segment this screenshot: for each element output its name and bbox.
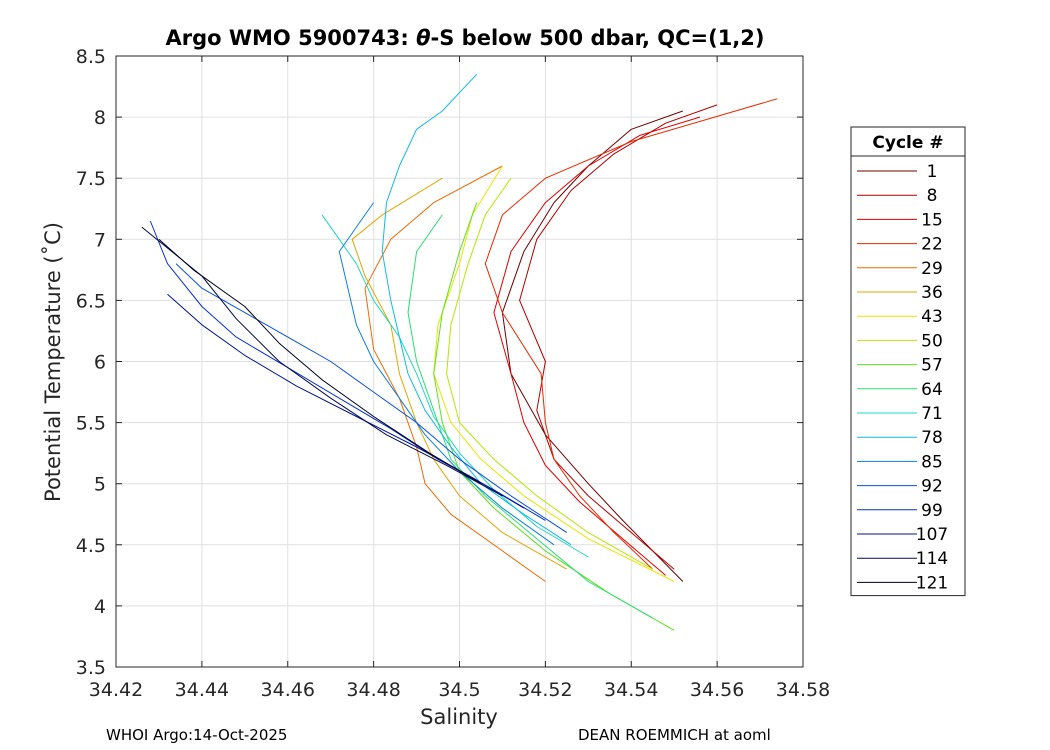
legend-entry-label: 36: [921, 283, 943, 303]
footer-right-text: DEAN ROEMMICH at aoml: [578, 726, 771, 744]
legend-box: [850, 126, 966, 597]
legend-entry-label: 1: [927, 162, 938, 182]
series-line-cycle-64: [407, 214, 653, 619]
series-group: [141, 73, 778, 631]
series-line-cycle-36: [351, 177, 568, 570]
legend-entry-label: 64: [921, 380, 943, 400]
chart-title: Argo WMO 5900743: θ-S below 500 dbar, QC…: [165, 26, 765, 50]
y-tick-label: 8: [94, 107, 106, 129]
x-tick-label: 34.48: [346, 679, 400, 701]
x-tick-label: 34.44: [175, 679, 229, 701]
legend-entry-label: 15: [921, 210, 943, 230]
series-line-cycle-50: [446, 177, 653, 570]
legend-entry-label: 92: [921, 477, 943, 497]
legend-entry-label: 85: [921, 452, 943, 472]
legend-entry-label: 43: [921, 307, 943, 327]
series-line-cycle-57: [433, 202, 675, 631]
x-tick-label: 34.42: [89, 679, 143, 701]
legend-entry-label: 50: [921, 331, 943, 351]
y-tick-label: 6.5: [76, 290, 106, 312]
y-tick-label: 8.5: [76, 46, 106, 68]
legend-entry-label: 71: [921, 404, 943, 424]
y-tick-label: 7.5: [76, 168, 106, 190]
series-line-cycle-114: [141, 226, 503, 497]
x-tick-label: 34.56: [690, 679, 744, 701]
x-axis-label: Salinity: [420, 705, 498, 729]
series-line-cycle-78: [381, 73, 572, 546]
y-axis-label: Potential Temperature (˚C): [41, 222, 65, 502]
y-tick-label: 3.5: [76, 657, 106, 679]
legend-entry-label: 121: [916, 573, 948, 593]
y-tick-label: 5.5: [76, 413, 106, 435]
series-line-cycle-85: [338, 202, 555, 546]
grid: [115, 55, 804, 668]
legend-title: Cycle #: [872, 133, 943, 153]
series-line-cycle-107: [167, 293, 525, 509]
footer-left-text: WHOI Argo:14-Oct-2025: [106, 726, 288, 744]
legend-entry-label: 57: [921, 356, 943, 376]
legend-entry-label: 78: [921, 428, 943, 448]
series-line-cycle-15: [493, 116, 701, 576]
series-line-cycle-121: [158, 238, 482, 485]
legend-entry-label: 8: [927, 186, 938, 206]
series-line-cycle-8: [519, 104, 718, 570]
y-tick-label: 6: [94, 352, 106, 374]
legend-entry-label: 29: [921, 259, 943, 279]
legend-entry-label: 99: [921, 501, 943, 521]
y-tick-label: 7: [94, 229, 106, 251]
series-line-cycle-43: [433, 165, 675, 582]
legend: Cycle # 1 8 15 22 29 36 43 50 57 64 71 78 85 92 99 107 11…: [850, 126, 966, 597]
x-tick-label: 34.58: [776, 679, 830, 701]
legend-entry-label: 22: [921, 235, 943, 255]
series-line-cycle-1: [501, 110, 684, 582]
ticks: 34.42 34.44 34.46 34.48 34.5 34.52 34.54 34.56 3…: [76, 46, 830, 701]
series-line-cycle-22: [484, 98, 778, 570]
legend-entry-label: 114: [916, 549, 948, 569]
y-tick-label: 4: [94, 596, 106, 618]
y-tick-label: 5: [94, 474, 106, 496]
series-line-cycle-71: [321, 214, 589, 558]
x-tick-label: 34.54: [604, 679, 658, 701]
x-tick-label: 34.46: [261, 679, 315, 701]
x-tick-label: 34.5: [438, 679, 480, 701]
legend-entry-label: 107: [916, 525, 948, 545]
y-tick-label: 4.5: [76, 535, 106, 557]
x-tick-label: 34.52: [518, 679, 572, 701]
series-line-cycle-92: [175, 263, 568, 534]
